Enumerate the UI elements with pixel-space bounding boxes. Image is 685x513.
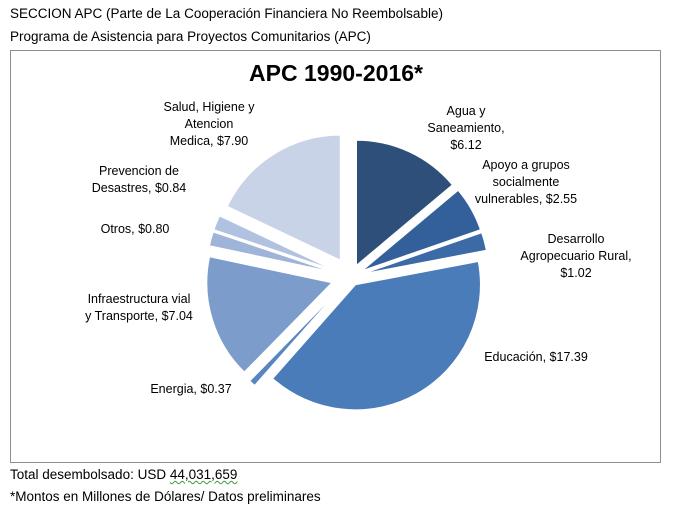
label-line: Agua y xyxy=(447,104,487,118)
label-apoyo-a-grupos-socialmente-vulnerables: Apoyo a grupos socialmente vulnerables, $2… xyxy=(475,158,577,206)
label-line: Desarrollo xyxy=(548,232,605,246)
total-label: Total desembolsado: USD xyxy=(10,467,170,482)
label-desarrollo-agropecuario-rural: Desarrollo Agropecuario Rural, $1.02 xyxy=(520,232,631,280)
pie-slices xyxy=(206,134,487,411)
slice-desarrollo-agropecuario-rural xyxy=(363,232,487,275)
slice-energia xyxy=(249,291,338,387)
slice-prevencion-de-desastres xyxy=(213,215,333,270)
total-value: 44,031,659 xyxy=(169,467,238,482)
chart-title: APC 1990-2016* xyxy=(249,60,423,86)
label-agua-y-saneamiento: Agua y Saneamiento, $6.12 xyxy=(427,104,504,152)
label-line: Saneamiento, xyxy=(427,121,504,135)
chart-frame: APC 1990-2016* Agua y Saneamiento, $6.12 Ap… xyxy=(10,50,661,463)
label-energia: Energia, $0.37 xyxy=(150,382,231,396)
label-prevencion-de-desastres: Prevencion de Desastres, $0.84 xyxy=(92,164,187,195)
slice-educacion xyxy=(272,260,481,411)
label-otros: Otros, $0.80 xyxy=(101,222,170,236)
header-line-2: Programa de Asistencia para Proyectos Co… xyxy=(10,29,371,44)
slice-apoyo-a-grupos-socialmente-vulnerables xyxy=(361,189,482,272)
label-line: Prevencion de xyxy=(99,164,179,178)
label-line: Energia, $0.37 xyxy=(150,382,231,396)
label-line: socialmente xyxy=(493,175,560,189)
slice-agua-y-saneamiento xyxy=(355,139,454,267)
label-line: y Transporte, $7.04 xyxy=(85,309,193,323)
label-line: Agropecuario Rural, xyxy=(520,249,631,263)
label-line: $6.12 xyxy=(450,138,481,152)
label-line: vulnerables, $2.55 xyxy=(475,192,577,206)
slice-infraestructura-vial-y-transporte xyxy=(206,256,333,373)
label-line: $1.02 xyxy=(560,266,591,280)
label-line: Salud, Higiene y xyxy=(163,100,255,114)
label-line: Atencion xyxy=(185,117,234,131)
label-salud-higiene-y-atencion-medica: Salud, Higiene y Atencion Medica, $7.90 xyxy=(163,100,255,148)
header-line-1: SECCION APC (Parte de La Cooperación Fin… xyxy=(10,6,443,21)
label-line: Desastres, $0.84 xyxy=(92,181,187,195)
slice-otros xyxy=(208,231,332,273)
total-disbursed: Total desembolsado: USD 44,031,659 xyxy=(10,467,237,482)
footnote: *Montos en Millones de Dólares/ Datos pr… xyxy=(10,489,321,504)
label-educacion: Educación, $17.39 xyxy=(484,350,588,364)
pie-chart: APC 1990-2016* Agua y Saneamiento, $6.12Ap… xyxy=(85,60,632,411)
label-line: Apoyo a grupos xyxy=(482,158,570,172)
label-infraestructura-vial-y-transporte: Infraestructura vial y Transporte, $7.04 xyxy=(85,292,193,323)
label-line: Medica, $7.90 xyxy=(170,134,249,148)
slice-salud-higiene-y-atencion-medica xyxy=(226,134,341,261)
label-line: Otros, $0.80 xyxy=(101,222,170,236)
label-line: Educación, $17.39 xyxy=(484,350,588,364)
label-line: Infraestructura vial xyxy=(88,292,191,306)
